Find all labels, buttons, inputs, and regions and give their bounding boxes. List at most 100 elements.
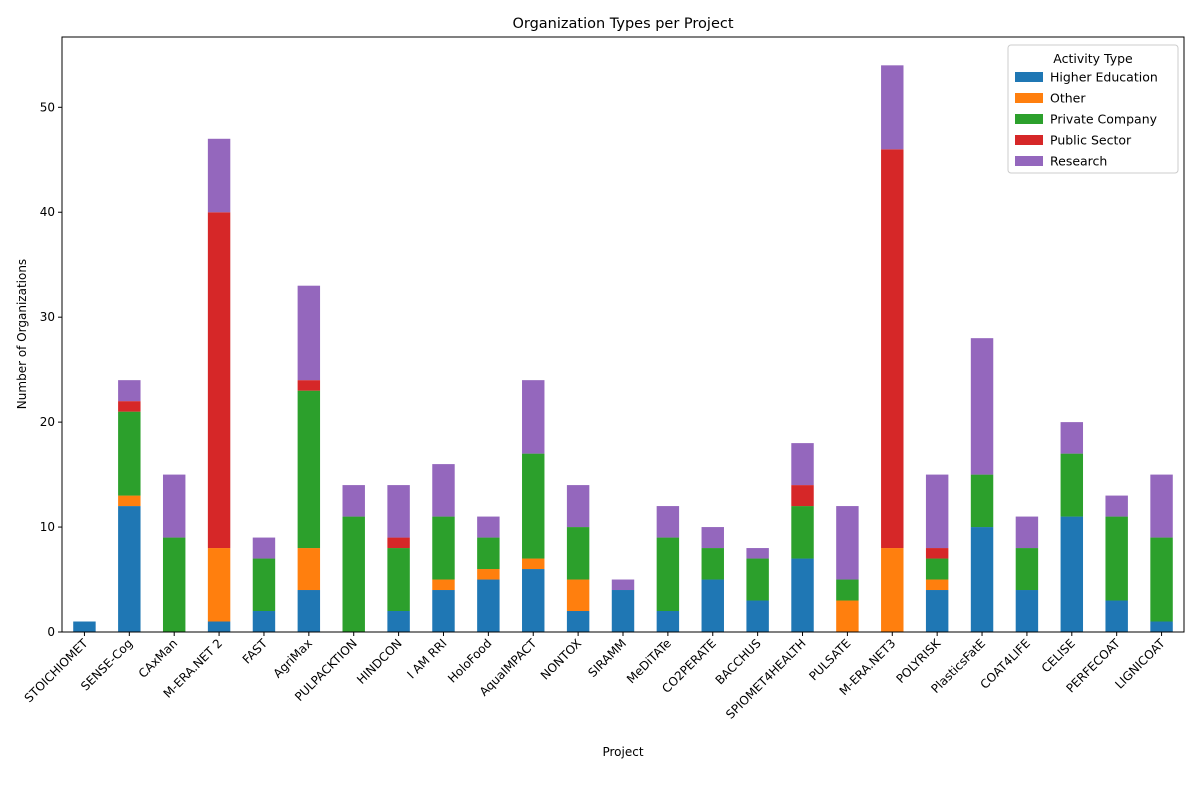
bar-hindcon-public-sector xyxy=(387,537,410,549)
y-tick-label: 50 xyxy=(40,100,55,114)
bar-polyrisk-other xyxy=(925,579,949,591)
bar-spiomet4health-public-sector xyxy=(791,485,814,507)
y-tick-label: 20 xyxy=(40,415,55,429)
plot-frame xyxy=(61,36,1185,633)
bar-hindcon-research xyxy=(387,485,410,538)
bar-spiomet4health-private-company xyxy=(791,506,814,559)
bar-sense-cog-private-company xyxy=(118,411,141,496)
bar-m-era-net3-public-sector xyxy=(881,149,904,549)
bar-nontox-research xyxy=(566,485,590,528)
bar-holofood-higher-education xyxy=(477,579,500,632)
bar-sense-cog-other xyxy=(118,495,141,507)
bar-bacchus-research xyxy=(746,548,769,559)
bar-agrimax-other xyxy=(297,548,321,591)
bar-lignicoat-private-company xyxy=(1150,537,1173,622)
bar-m-era-net-2-research xyxy=(207,138,231,213)
bar-siramm-higher-education xyxy=(611,590,635,632)
bar-aquaimpact-higher-education xyxy=(522,569,545,632)
x-tick-label: FAST xyxy=(240,636,271,667)
bar-nontox-private-company xyxy=(566,527,590,580)
bar-m-era-net-2-higher-education xyxy=(207,621,231,632)
legend-swatch-research xyxy=(1015,156,1043,166)
bar-agrimax-higher-education xyxy=(297,590,321,632)
y-tick-label: 30 xyxy=(40,310,55,324)
bar-sense-cog-research xyxy=(118,380,141,402)
x-axis-label: Project xyxy=(602,745,643,759)
bar-nontox-other xyxy=(566,579,590,612)
bar-aquaimpact-private-company xyxy=(522,453,545,559)
y-tick-label: 40 xyxy=(40,205,55,219)
bar-celise-higher-education xyxy=(1060,516,1084,632)
x-tick-label: SIRAMM xyxy=(585,636,629,680)
bar-pulsate-research xyxy=(836,506,859,580)
bar-coat4life-private-company xyxy=(1015,548,1039,591)
x-tick-label: PULSATE xyxy=(806,636,853,683)
bar-spiomet4health-research xyxy=(791,443,814,486)
bar-aquaimpact-other xyxy=(522,558,545,570)
legend-swatch-public-sector xyxy=(1015,135,1043,145)
bar-m-era-net-2-other xyxy=(207,548,231,622)
bar-aquaimpact-research xyxy=(522,380,545,454)
legend-label-public-sector: Public Sector xyxy=(1050,133,1132,148)
x-tick-label: AgriMax xyxy=(270,636,314,680)
bar-i-am-rri-other xyxy=(432,579,455,591)
bar-sense-cog-higher-education xyxy=(118,506,141,632)
bar-celise-private-company xyxy=(1060,453,1084,517)
bar-holofood-private-company xyxy=(477,537,500,570)
bar-polyrisk-research xyxy=(925,474,949,549)
bar-i-am-rri-higher-education xyxy=(432,590,455,632)
bar-perfecoat-private-company xyxy=(1105,516,1128,601)
bar-pulsate-other xyxy=(836,600,859,632)
legend: Activity Type Higher Education Other Priva… xyxy=(1007,44,1179,174)
legend-swatch-private-company xyxy=(1015,114,1043,124)
y-axis-ticks: 0 10 20 30 40 50 xyxy=(40,100,62,639)
bar-holofood-other xyxy=(477,569,500,580)
bar-m-era-net3-research xyxy=(881,65,904,150)
bar-agrimax-private-company xyxy=(297,390,321,549)
bar-plasticsfate-research xyxy=(970,338,994,475)
bar-celise-research xyxy=(1060,422,1084,454)
bar-pulsate-private-company xyxy=(836,579,859,601)
bar-perfecoat-higher-education xyxy=(1105,600,1128,632)
bar-co2perate-private-company xyxy=(701,548,724,580)
bar-hindcon-private-company xyxy=(387,548,410,612)
bar-agrimax-public-sector xyxy=(297,380,321,391)
legend-swatch-other xyxy=(1015,93,1043,103)
y-tick-label: 0 xyxy=(47,625,55,639)
legend-label-private-company: Private Company xyxy=(1050,112,1158,127)
bar-m-era-net-2-public-sector xyxy=(207,212,231,549)
legend-items: Higher Education Other Private Company Publ… xyxy=(1015,70,1158,169)
bar-fast-higher-education xyxy=(252,611,276,632)
legend-swatch-higher-education xyxy=(1015,72,1043,82)
x-tick-label: STOICHIOMET xyxy=(22,636,91,705)
x-tick-label: NONTOX xyxy=(538,636,584,682)
x-tick-label: CELISE xyxy=(1039,636,1078,675)
bar-coat4life-higher-education xyxy=(1015,590,1039,632)
bar-polyrisk-public-sector xyxy=(925,548,949,559)
bar-coat4life-research xyxy=(1015,516,1039,549)
bar-agrimax-research xyxy=(297,285,321,381)
bar-bacchus-private-company xyxy=(746,558,769,601)
x-tick-label: SPIOMET4HEALTH xyxy=(723,636,809,722)
legend-label-research: Research xyxy=(1050,154,1107,169)
bar-pulpacktion-research xyxy=(342,485,365,517)
bar-sense-cog-public-sector xyxy=(118,401,141,412)
bar-fast-private-company xyxy=(252,558,276,612)
bar-bacchus-higher-education xyxy=(746,600,769,632)
bar-meditate-private-company xyxy=(656,537,680,612)
x-tick-label: HINDCON xyxy=(354,636,405,687)
bar-plasticsfate-higher-education xyxy=(970,527,994,632)
bar-i-am-rri-private-company xyxy=(432,516,455,580)
bar-polyrisk-higher-education xyxy=(925,590,949,632)
bar-holofood-research xyxy=(477,516,500,538)
bar-caxman-private-company xyxy=(162,537,186,632)
legend-frame xyxy=(1007,44,1179,174)
legend-label-higher-education: Higher Education xyxy=(1050,70,1158,85)
bar-stoichiomet-higher-education xyxy=(73,621,96,632)
bar-i-am-rri-research xyxy=(432,464,455,517)
y-tick-label: 10 xyxy=(40,520,55,534)
bar-co2perate-higher-education xyxy=(701,579,724,632)
legend-title: Activity Type xyxy=(1053,51,1133,66)
